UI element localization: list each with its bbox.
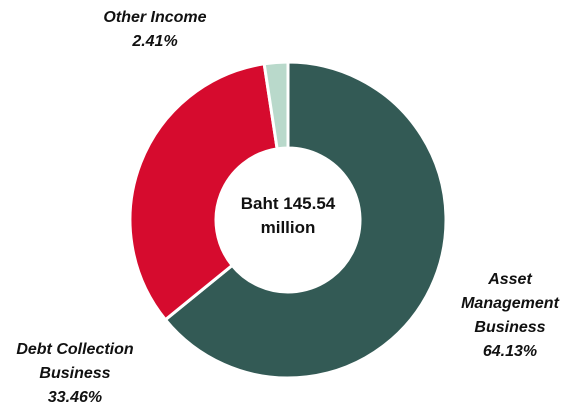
slice: [163, 60, 448, 380]
value-label: 33.46%: [47, 389, 103, 406]
category-label: Asset Management Business: [461, 271, 559, 336]
category-label: Other Income: [103, 9, 207, 26]
slice: [128, 62, 279, 322]
value-label: 2.41%: [132, 33, 178, 50]
center-label: Baht 145.54 million: [240, 194, 336, 237]
slice-label: Debt Collection Business 33.46%: [0, 338, 150, 410]
value-label: 64.13%: [482, 343, 538, 360]
category-label: Debt Collection Business: [16, 341, 134, 382]
slice-label: Other Income 2.41%: [80, 6, 230, 54]
slice: [262, 60, 290, 151]
slice-label: Asset Management Business 64.13%: [440, 268, 573, 364]
